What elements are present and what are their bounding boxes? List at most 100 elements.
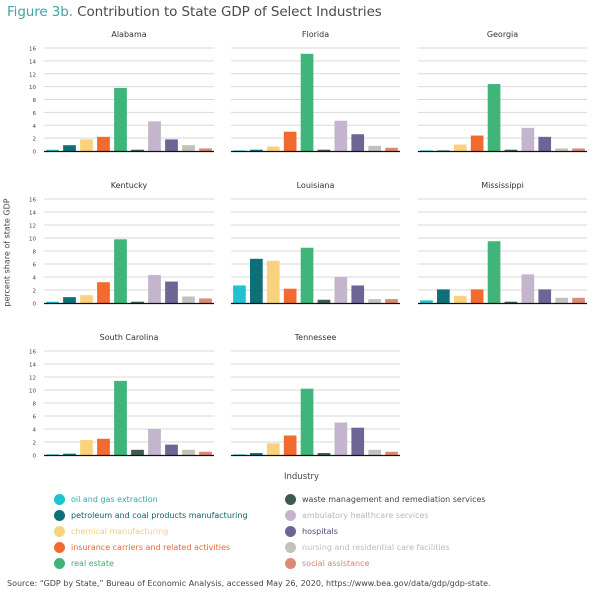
panel-title: Louisiana — [297, 181, 335, 190]
panel-title: Tennessee — [294, 333, 337, 342]
legend-swatch-icon — [285, 510, 296, 521]
legend-label: petroleum and coal products manufacturin… — [71, 511, 248, 520]
y-tick-label: 2 — [33, 441, 37, 447]
bar — [63, 453, 76, 455]
bar — [80, 139, 93, 151]
bar — [182, 145, 195, 151]
bar — [385, 451, 398, 455]
y-tick-label: 6 — [33, 111, 37, 117]
bar — [521, 127, 535, 151]
bar — [80, 440, 93, 455]
legend-label: ambulatory healthcare services — [302, 511, 429, 520]
bar — [266, 443, 280, 455]
y-tick-label: 12 — [29, 376, 36, 382]
bar — [317, 149, 331, 151]
y-tick-label: 6 — [33, 415, 37, 421]
bar — [233, 454, 246, 455]
bar — [233, 285, 246, 303]
y-tick-label: 6 — [33, 263, 37, 269]
panel-title: Alabama — [111, 30, 146, 39]
bar — [199, 298, 212, 303]
bar — [317, 299, 331, 303]
panel-title: Georgia — [487, 30, 518, 39]
legend-swatch-icon — [285, 542, 296, 553]
legend-label: insurance carriers and related activitie… — [71, 543, 231, 552]
bar — [334, 277, 348, 303]
y-tick-label: 10 — [29, 237, 36, 243]
legend-label: waste management and remediation service… — [302, 495, 486, 504]
bar — [351, 134, 365, 151]
bar — [437, 150, 450, 151]
bar — [300, 388, 314, 455]
bar — [46, 454, 59, 455]
y-tick-label: 14 — [29, 59, 36, 65]
bar — [283, 288, 297, 303]
y-tick-label: 4 — [33, 276, 37, 282]
bar — [487, 84, 501, 151]
legend-item: insurance carriers and related activitie… — [54, 542, 230, 553]
y-tick-label: 12 — [29, 224, 36, 230]
legend-swatch-icon — [54, 558, 65, 569]
bar — [148, 429, 161, 455]
legend-item: social assistance — [285, 558, 369, 569]
y-tick-label: 0 — [33, 454, 37, 460]
y-tick-label: 8 — [33, 250, 37, 256]
y-tick-label: 16 — [29, 198, 36, 204]
legend-item: petroleum and coal products manufacturin… — [54, 510, 248, 521]
bar — [504, 301, 518, 303]
bar — [46, 301, 59, 303]
bar — [487, 241, 501, 303]
bar — [199, 451, 212, 455]
bar — [97, 438, 110, 455]
legend: oil and gas extraction petroleum and coal… — [0, 491, 603, 569]
bar — [199, 148, 212, 151]
legend-item: ambulatory healthcare services — [285, 510, 429, 521]
bar — [368, 299, 381, 303]
bar — [165, 444, 178, 455]
panel-tennessee: Tennessee — [231, 333, 400, 457]
y-tick-label: 4 — [33, 124, 37, 130]
panel-georgia: Georgia — [418, 30, 587, 153]
y-tick-label: 8 — [33, 402, 37, 408]
figure-title-text: Contribution to State GDP of Select Indu… — [77, 4, 382, 20]
bar — [63, 297, 76, 303]
bar — [148, 275, 161, 303]
bar — [131, 301, 144, 303]
legend-label: oil and gas extraction — [71, 495, 158, 504]
legend-swatch-icon — [285, 558, 296, 569]
y-tick-label: 2 — [33, 137, 37, 143]
bar — [317, 453, 331, 455]
bar — [453, 295, 467, 303]
panel-title: Mississippi — [481, 181, 524, 190]
bar — [368, 449, 381, 455]
bar — [504, 149, 518, 151]
bar — [148, 121, 161, 151]
source-note: Source: “GDP by State,” Bureau of Econom… — [7, 579, 491, 588]
bar — [351, 285, 365, 303]
panel-alabama: Alabama 0 2 4 6 8 10 12 14 16 — [29, 30, 214, 156]
legend-label: nursing and residential care facilities — [302, 543, 450, 552]
bar — [97, 136, 110, 151]
bar — [453, 144, 467, 151]
bar — [182, 449, 195, 455]
bar — [114, 380, 127, 455]
figure-title: Figure 3b. Contribution to State GDP of … — [7, 4, 382, 20]
panel-mississippi: Mississippi — [418, 181, 587, 305]
legend-item: real estate — [54, 558, 114, 569]
bar — [114, 239, 127, 303]
bar — [555, 297, 568, 303]
legend-swatch-icon — [54, 542, 65, 553]
legend-swatch-icon — [54, 510, 65, 521]
panel-south-carolina: South Carolina 0 2 4 6 8 10 12 14 16 — [29, 333, 214, 460]
panel-florida: Florida — [231, 30, 400, 153]
bar — [283, 435, 297, 455]
bar — [131, 449, 144, 455]
legend-item: oil and gas extraction — [54, 494, 158, 505]
legend-swatch-icon — [285, 494, 296, 505]
bar — [572, 148, 585, 151]
bar — [538, 136, 552, 151]
bar — [114, 87, 127, 151]
legend-label: chemical manufacturing — [71, 527, 169, 536]
bar — [538, 289, 552, 303]
bar — [266, 260, 280, 303]
